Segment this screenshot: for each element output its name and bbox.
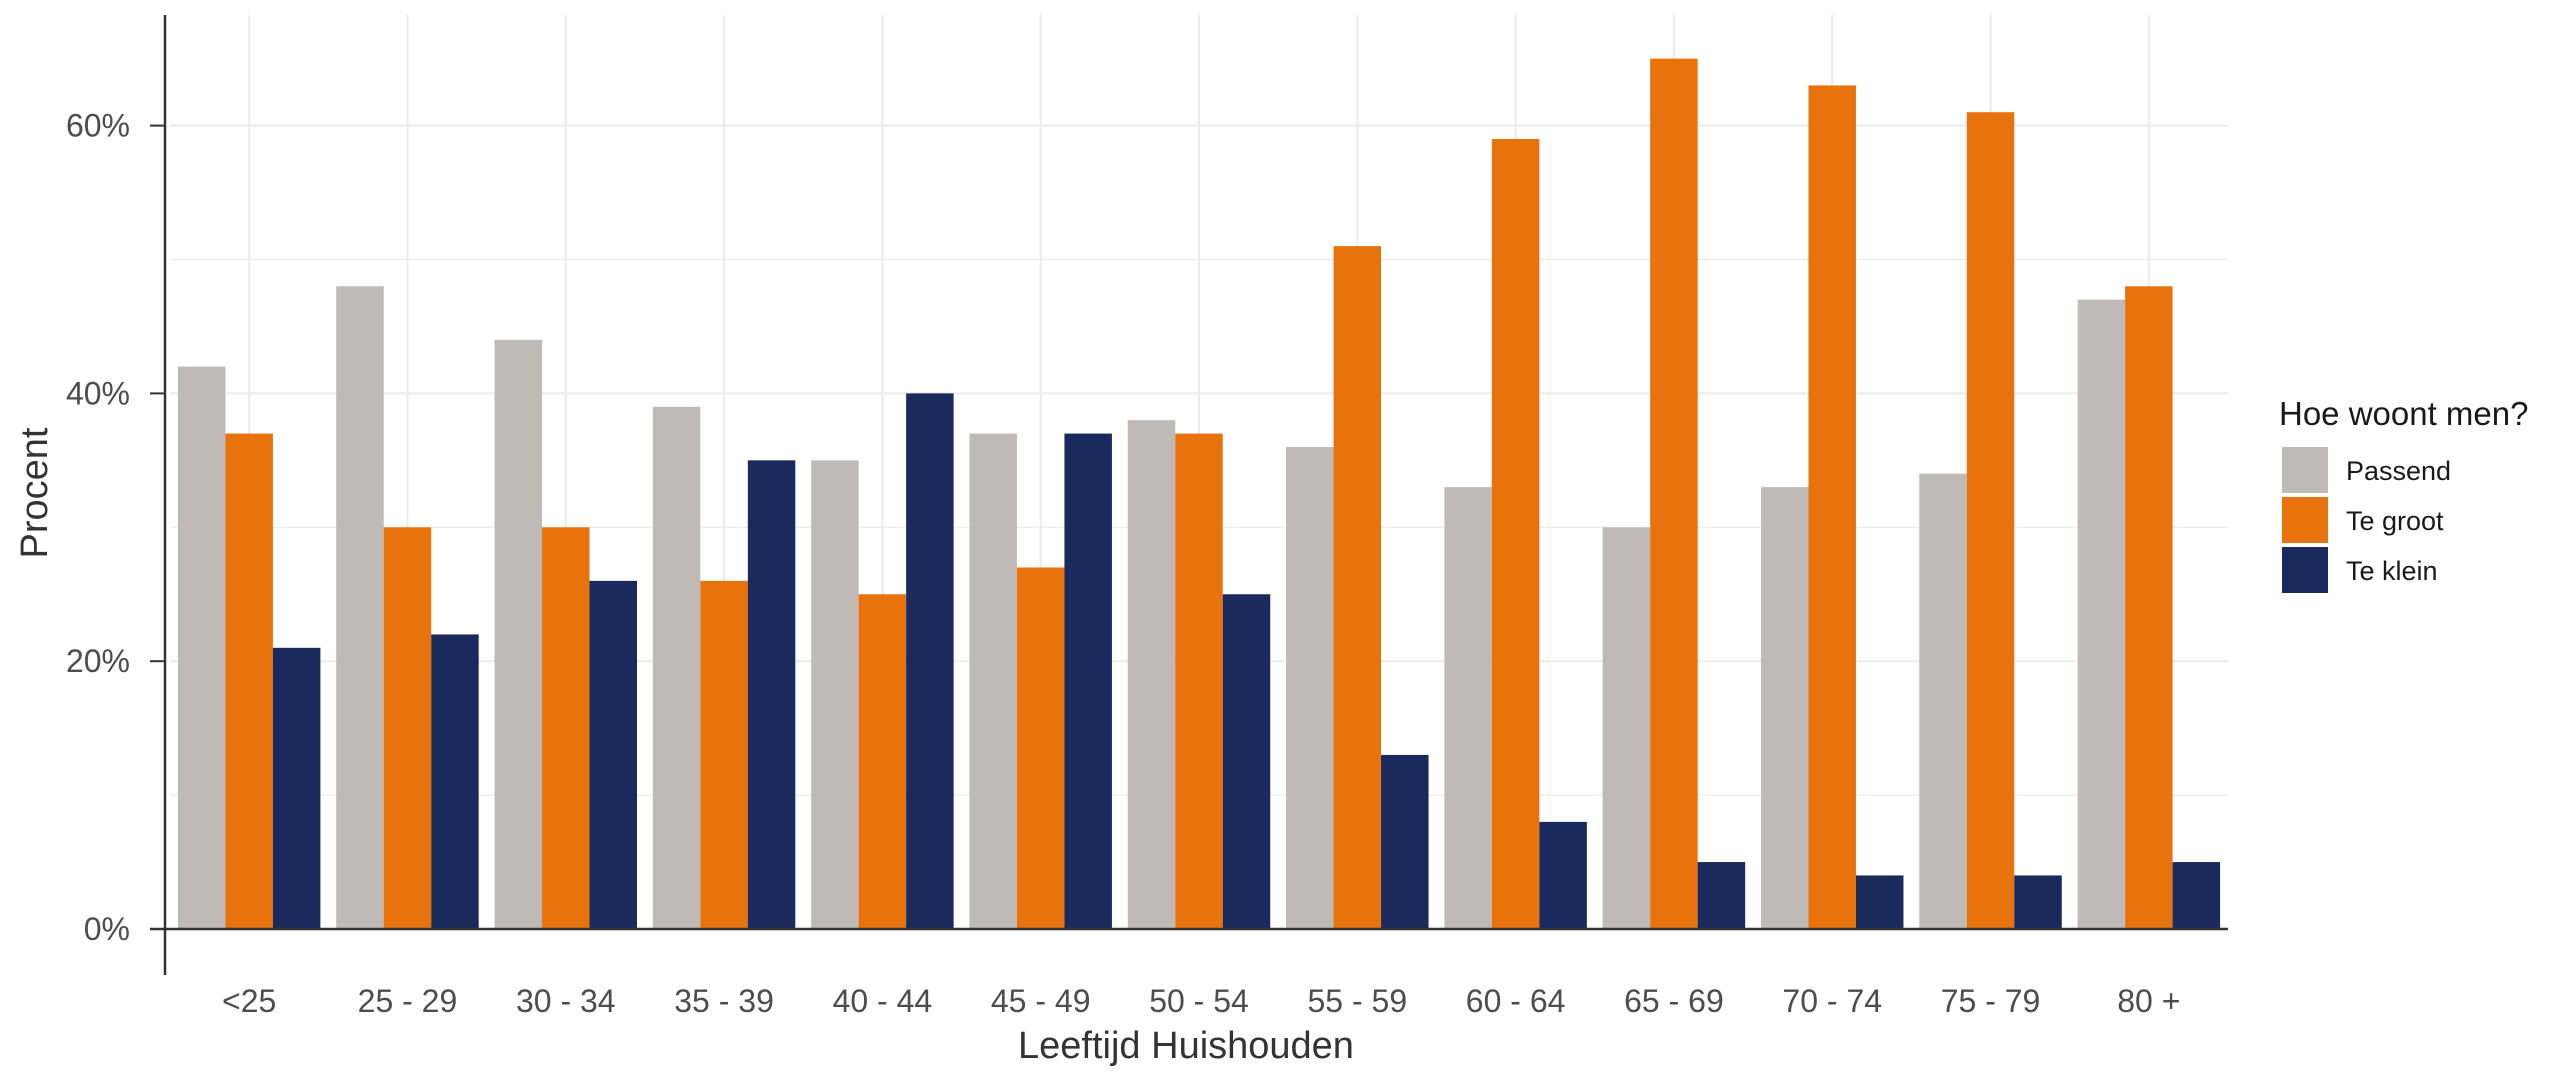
x-tick-label: 50 - 54 xyxy=(1149,983,1249,1019)
x-tick-label: 75 - 79 xyxy=(1941,983,2041,1019)
y-tick-labels: 0% 20% 40% 60% xyxy=(66,108,165,947)
bar-te-klein xyxy=(2172,862,2221,929)
bar-passend xyxy=(494,339,543,930)
bar-te-groot xyxy=(1650,58,1698,929)
bar-te-klein xyxy=(431,634,479,929)
y-tick-label: 0% xyxy=(84,911,130,947)
bar-te-groot xyxy=(1333,246,1382,930)
bar-te-klein xyxy=(1381,754,1429,929)
x-tick-label: 40 - 44 xyxy=(833,983,933,1019)
legend-key-te-groot xyxy=(2282,497,2328,543)
bar-te-groot xyxy=(1016,567,1065,929)
bar-te-klein xyxy=(2014,875,2062,929)
y-tick-label: 20% xyxy=(66,643,130,679)
bar-te-klein xyxy=(906,393,954,929)
bar-passend xyxy=(811,460,859,929)
bar-passend xyxy=(1919,473,1967,929)
x-tick-label: 80 + xyxy=(2117,983,2180,1019)
bar-passend xyxy=(969,433,1017,929)
x-tick-label: 55 - 59 xyxy=(1307,983,1407,1019)
x-axis-title: Leeftijd Huishouden xyxy=(1018,1025,1354,1067)
bar-te-groot xyxy=(383,527,432,929)
bar-te-klein xyxy=(1697,862,1746,929)
x-tick-label: 45 - 49 xyxy=(991,983,1091,1019)
bar-te-klein xyxy=(747,460,796,929)
legend-items: Passend Te groot Te klein xyxy=(2282,447,2451,593)
bar-passend xyxy=(1444,487,1492,929)
bar-te-klein xyxy=(1855,875,1904,929)
y-tick-label: 60% xyxy=(66,108,130,144)
bar-te-groot xyxy=(1808,85,1856,930)
legend-label: Te klein xyxy=(2346,556,2438,586)
x-tick-label: 65 - 69 xyxy=(1624,983,1724,1019)
legend-key-passend xyxy=(2282,447,2328,493)
legend-title: Hoe woont men? xyxy=(2279,395,2528,432)
legend: Hoe woont men? Passend Te groot Te klein xyxy=(2279,395,2528,593)
x-tick-label: 60 - 64 xyxy=(1466,983,1566,1019)
bar-passend xyxy=(336,286,384,929)
x-tick-label: 70 - 74 xyxy=(1782,983,1882,1019)
bar-te-groot xyxy=(1966,112,2015,929)
legend-label: Passend xyxy=(2346,456,2451,486)
bar-passend xyxy=(177,366,226,929)
x-tick-label: <25 xyxy=(222,983,276,1019)
bar-passend xyxy=(1760,487,1809,929)
bar-te-klein xyxy=(1222,594,1271,929)
bar-te-klein xyxy=(1064,433,1112,929)
legend-key-te-klein xyxy=(2282,547,2328,593)
bar-te-klein xyxy=(272,647,321,929)
bar-te-groot xyxy=(542,527,590,929)
x-tick-labels: <25 25 - 29 30 - 34 35 - 39 40 - 44 45 - 49 50… xyxy=(222,983,2180,1019)
bar-te-groot xyxy=(1491,138,1540,930)
bar-passend xyxy=(1602,527,1651,929)
x-tick-label: 25 - 29 xyxy=(358,983,458,1019)
bar-te-groot xyxy=(2125,286,2173,929)
bars xyxy=(177,58,2221,930)
bar-te-groot xyxy=(858,594,907,929)
y-axis-title: Procent xyxy=(14,427,56,558)
bar-passend xyxy=(2077,299,2126,929)
bar-te-klein xyxy=(589,580,638,929)
bar-passend xyxy=(1286,446,1334,929)
bar-passend xyxy=(652,406,701,929)
axes xyxy=(150,15,2228,975)
bar-passend xyxy=(1127,420,1176,929)
x-tick-label: 35 - 39 xyxy=(674,983,774,1019)
x-tick-label: 30 - 34 xyxy=(516,983,616,1019)
legend-label: Te groot xyxy=(2346,506,2444,536)
bar-te-groot xyxy=(225,433,273,929)
bar-te-groot xyxy=(700,580,748,929)
y-tick-label: 40% xyxy=(66,375,130,411)
bar-te-groot xyxy=(1175,433,1223,929)
bar-te-klein xyxy=(1539,821,1587,929)
